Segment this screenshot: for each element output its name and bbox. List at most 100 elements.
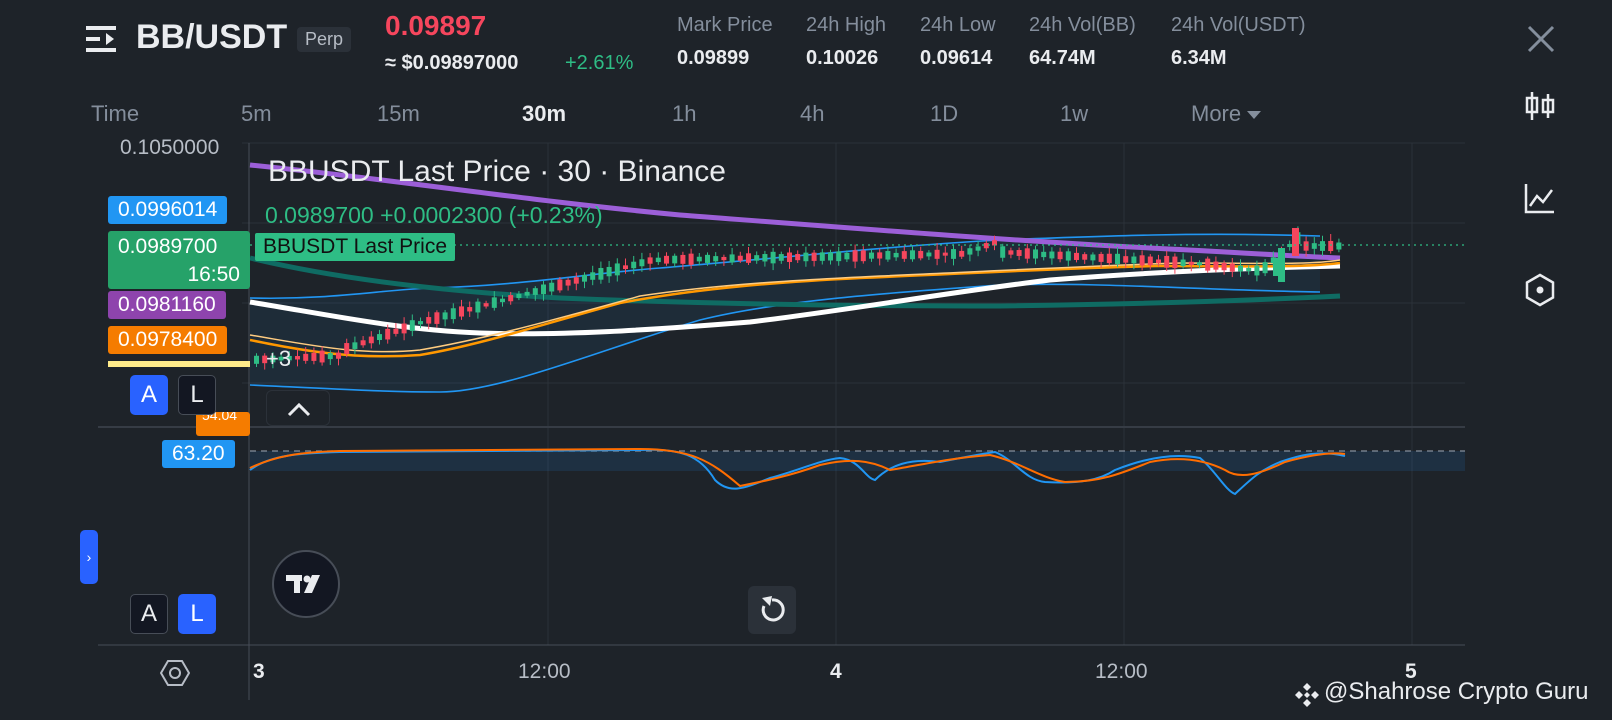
candle: [1336, 242, 1342, 250]
ma-orange-light-line: [249, 259, 1341, 353]
reset-icon: [761, 596, 785, 622]
candle: [254, 355, 259, 364]
stat-24h-high: 24h High 0.10026: [806, 14, 886, 70]
candle: [368, 336, 374, 344]
candle: [459, 306, 464, 317]
time-label-day5: 5: [1405, 660, 1417, 683]
bollinger-lower-line: [249, 283, 1321, 393]
candle: [311, 352, 317, 361]
candle: [901, 251, 907, 259]
auto-scale-button[interactable]: A: [130, 375, 168, 415]
time-label-noon1: 12:00: [518, 660, 571, 683]
candle: [1197, 262, 1202, 266]
candle: [1147, 256, 1153, 266]
tab-15m[interactable]: 15m: [377, 101, 420, 126]
tradingview-logo[interactable]: [272, 550, 340, 618]
candle: [1292, 228, 1299, 256]
candle: [319, 350, 325, 363]
candle: [672, 255, 678, 264]
candle: [409, 320, 415, 331]
hexagon-icon[interactable]: [1520, 270, 1560, 310]
candle: [1320, 241, 1325, 251]
candle: [787, 252, 792, 263]
candle: [491, 297, 497, 308]
candle: [631, 261, 637, 269]
candle: [713, 256, 719, 262]
symbol-title[interactable]: BB/USDT: [136, 18, 288, 56]
candle: [393, 328, 399, 334]
ma-teal-line: [249, 255, 1341, 309]
candle: [541, 284, 546, 295]
tab-time[interactable]: Time: [91, 101, 140, 126]
candle: [1273, 258, 1280, 276]
candle: [754, 255, 760, 261]
candle: [1221, 262, 1227, 271]
candle: [647, 257, 653, 264]
osc-auto-scale-button[interactable]: A: [130, 594, 168, 634]
candle: [1213, 261, 1219, 270]
watermark-text: @Shahrose Crypto Guru: [1324, 678, 1589, 705]
chart-title[interactable]: BBUSDT Last Price · 30 · Binance: [268, 155, 726, 188]
tradingview-logo-mark: [286, 575, 320, 593]
tab-1h[interactable]: 1h: [672, 101, 697, 126]
candle: [778, 254, 784, 261]
candle: [992, 240, 997, 246]
candle: [893, 252, 899, 258]
tab-5m[interactable]: 5m: [241, 101, 272, 126]
candle: [1254, 265, 1260, 276]
candle: [1180, 259, 1186, 267]
candle: [623, 265, 628, 270]
price-label-ma-purple: 0.0981160: [108, 291, 226, 319]
log-scale-button[interactable]: L: [178, 375, 216, 415]
collapse-legend-button[interactable]: [266, 390, 330, 426]
stat-mark-price: Mark Price 0.09899: [677, 14, 773, 70]
reset-chart-button[interactable]: [748, 586, 796, 634]
candle: [606, 266, 612, 277]
usd-price: ≈ $0.09897000: [385, 52, 519, 74]
candle: [934, 249, 940, 259]
interval-bar: Time 5m 15m 30m 1h 4h 1D 1w More: [0, 95, 1470, 135]
candle: [836, 251, 842, 262]
candle: [885, 251, 891, 260]
more-indicators-count[interactable]: +3: [266, 346, 292, 371]
tab-4h[interactable]: 4h: [800, 101, 825, 126]
candle: [549, 282, 555, 292]
candle: [746, 253, 751, 263]
candle: [1057, 251, 1063, 260]
menu-icon[interactable]: [86, 24, 120, 54]
candle: [1000, 246, 1006, 258]
chevron-up-icon: [287, 402, 311, 417]
candle: [336, 352, 341, 359]
more-label: More: [1191, 101, 1242, 126]
bollinger-upper-line: [249, 233, 1321, 300]
candle: [983, 243, 989, 249]
stat-label: 24h High: [806, 14, 887, 36]
oscillator-value-label: 63.20: [162, 440, 235, 468]
candle: [1123, 256, 1129, 263]
stat-label: 24h Vol(BB): [1029, 14, 1136, 36]
close-icon[interactable]: [1524, 22, 1558, 56]
candle: [426, 317, 432, 324]
bollinger-band-fill: [250, 234, 1320, 392]
price-chart[interactable]: [0, 0, 1470, 720]
tab-30m[interactable]: 30m: [522, 101, 567, 126]
tab-1w[interactable]: 1w: [1060, 101, 1089, 126]
candles-icon[interactable]: [1520, 86, 1560, 126]
candle: [1008, 250, 1014, 255]
osc-log-scale-button[interactable]: L: [178, 594, 216, 634]
candle: [565, 279, 571, 286]
settings-icon[interactable]: [160, 658, 190, 688]
candle: [951, 249, 956, 259]
candle: [352, 342, 358, 349]
tab-1d[interactable]: 1D: [930, 101, 959, 126]
candle: [1262, 262, 1268, 274]
stat-24h-vol-usdt: 24h Vol(USDT) 6.34M: [1171, 14, 1306, 70]
candle: [1049, 251, 1055, 259]
price-label-last: 0.0989700 16:50: [108, 231, 250, 289]
tab-more[interactable]: More: [1191, 101, 1262, 127]
side-panel-toggle[interactable]: ›: [80, 530, 98, 584]
stat-value: 0.09614: [920, 47, 993, 69]
candle: [1024, 248, 1030, 259]
indicators-icon[interactable]: [1520, 178, 1560, 218]
stat-label: 24h Vol(USDT): [1171, 14, 1306, 36]
